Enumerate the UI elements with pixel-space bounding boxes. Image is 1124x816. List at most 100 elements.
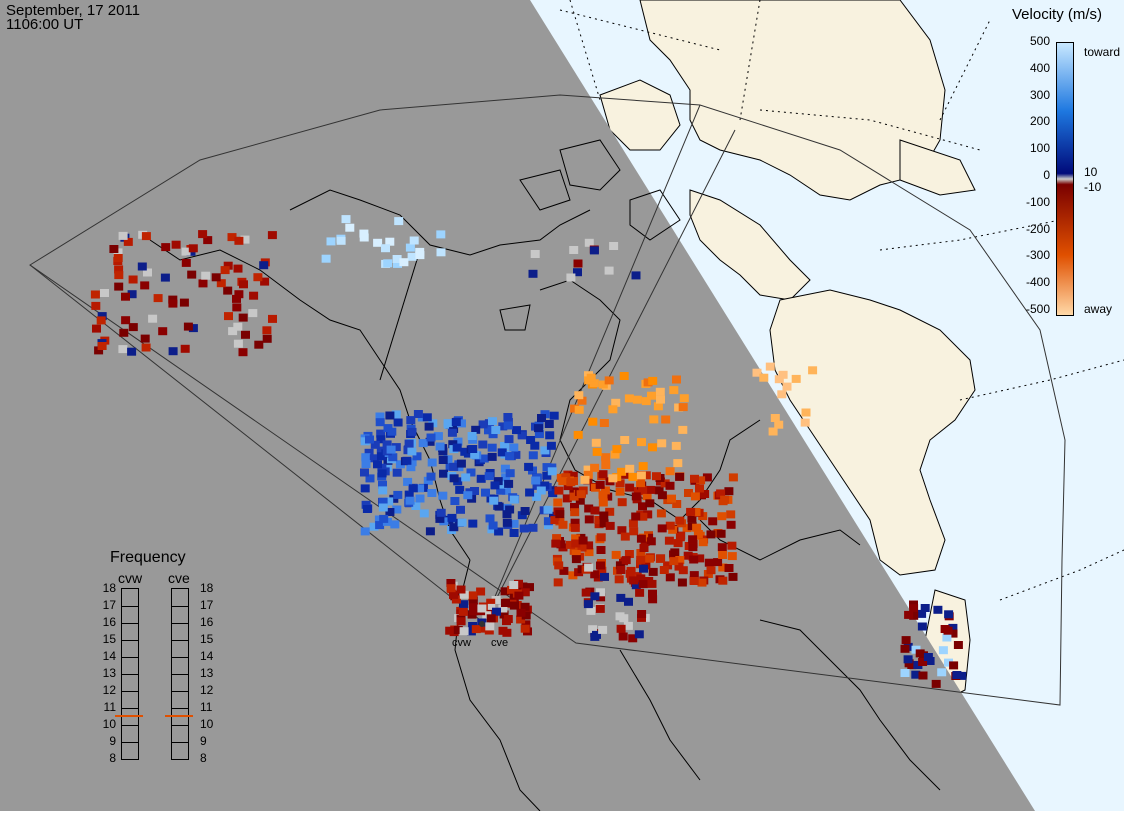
velocity-cell	[720, 495, 730, 504]
velocity-cell	[691, 508, 701, 516]
frequency-tick-line	[122, 623, 138, 624]
velocity-cell	[227, 233, 237, 242]
velocity-cell	[647, 579, 657, 588]
velocity-cell	[590, 592, 600, 601]
frequency-column-box	[121, 588, 139, 760]
velocity-cell	[594, 516, 604, 524]
velocity-cell	[589, 246, 599, 255]
velocity-cell	[678, 403, 688, 412]
velocity-cell	[672, 375, 681, 384]
velocity-cell	[634, 630, 644, 639]
velocity-cell	[379, 514, 389, 523]
velocity-cell	[621, 556, 631, 565]
velocity-cell	[592, 630, 601, 639]
velocity-cell	[97, 342, 107, 350]
velocity-cell	[507, 585, 516, 594]
velocity-cell	[652, 472, 661, 481]
velocity-cell	[577, 543, 587, 552]
velocity-cell	[938, 646, 948, 655]
velocity-cell	[121, 316, 131, 325]
velocity-cell	[588, 417, 598, 426]
velocity-cell	[569, 246, 579, 254]
velocity-cell	[696, 476, 706, 485]
velocity-cell	[642, 492, 652, 501]
frequency-scale-label: 15	[102, 632, 116, 646]
velocity-cell	[516, 615, 526, 624]
velocity-cell	[497, 448, 507, 457]
velocity-cell	[114, 282, 124, 291]
velocity-cell	[345, 223, 355, 232]
frequency-scale-label: 10	[102, 717, 116, 731]
velocity-cell	[698, 538, 708, 547]
velocity-cell	[770, 414, 780, 422]
frequency-scale-label: 16	[200, 615, 214, 629]
velocity-cell	[360, 468, 369, 477]
velocity-cell	[336, 236, 346, 245]
velocity-cell	[675, 556, 685, 564]
velocity-cell	[599, 511, 609, 520]
velocity-cell	[498, 604, 508, 613]
velocity-cell	[900, 669, 910, 677]
velocity-cell	[439, 469, 448, 478]
velocity-cell	[425, 437, 435, 446]
velocity-cell	[588, 625, 598, 634]
velocity-cell	[937, 668, 947, 677]
velocity-cell	[933, 605, 943, 614]
velocity-cell	[404, 490, 414, 499]
velocity-cell	[718, 576, 728, 585]
velocity-cell	[647, 391, 656, 400]
velocity-cell	[778, 370, 788, 379]
velocity-cell	[913, 661, 923, 669]
velocity-cell	[528, 523, 538, 532]
velocity-cell	[677, 578, 687, 587]
frequency-tick-line	[172, 640, 188, 641]
velocity-cell	[488, 521, 498, 530]
velocity-cell	[391, 443, 401, 452]
velocity-cell	[239, 280, 248, 289]
velocity-cell	[639, 544, 649, 552]
velocity-cell	[774, 375, 784, 384]
velocity-cell	[370, 440, 380, 449]
frequency-tick-line	[172, 623, 188, 624]
velocity-cell	[689, 577, 699, 585]
velocity-cell	[386, 445, 396, 454]
radar-site-cvw-label: cvw	[452, 637, 471, 649]
velocity-cell	[595, 604, 605, 613]
velocity-cell	[459, 590, 469, 599]
colorbar-tick-label: 0	[1043, 168, 1050, 182]
velocity-cell	[407, 252, 417, 261]
velocity-cell	[596, 561, 605, 570]
velocity-cell	[409, 236, 419, 245]
velocity-cell	[791, 374, 801, 383]
velocity-cell	[624, 550, 634, 558]
velocity-cell	[628, 519, 638, 528]
velocity-cell	[611, 550, 621, 559]
velocity-cell	[706, 530, 716, 539]
frequency-tick-line	[122, 606, 138, 607]
velocity-cell	[498, 626, 508, 635]
colorbar-tick-label: 400	[1029, 60, 1050, 75]
velocity-cell	[91, 301, 101, 310]
velocity-cell	[638, 580, 648, 589]
velocity-cell	[528, 269, 538, 278]
velocity-cell	[590, 463, 600, 472]
velocity-cell	[690, 492, 700, 501]
velocity-cell	[466, 627, 476, 636]
velocity-cell	[648, 595, 658, 604]
velocity-cell	[456, 505, 465, 514]
velocity-cell	[466, 468, 476, 477]
velocity-cell	[232, 303, 242, 312]
velocity-cell	[422, 413, 432, 422]
velocity-cell	[554, 486, 564, 495]
scan-time: 1106:00 UT	[6, 16, 84, 33]
velocity-cell	[183, 322, 193, 331]
velocity-cell	[631, 271, 641, 280]
coastlines	[149, 139, 941, 812]
velocity-cell	[686, 507, 696, 516]
velocity-cell	[614, 575, 624, 584]
velocity-cell	[341, 215, 351, 224]
velocity-cell	[688, 535, 698, 544]
velocity-cell	[631, 581, 641, 590]
velocity-cell	[726, 520, 736, 529]
colorbar-tick-label: -400	[1025, 275, 1050, 290]
